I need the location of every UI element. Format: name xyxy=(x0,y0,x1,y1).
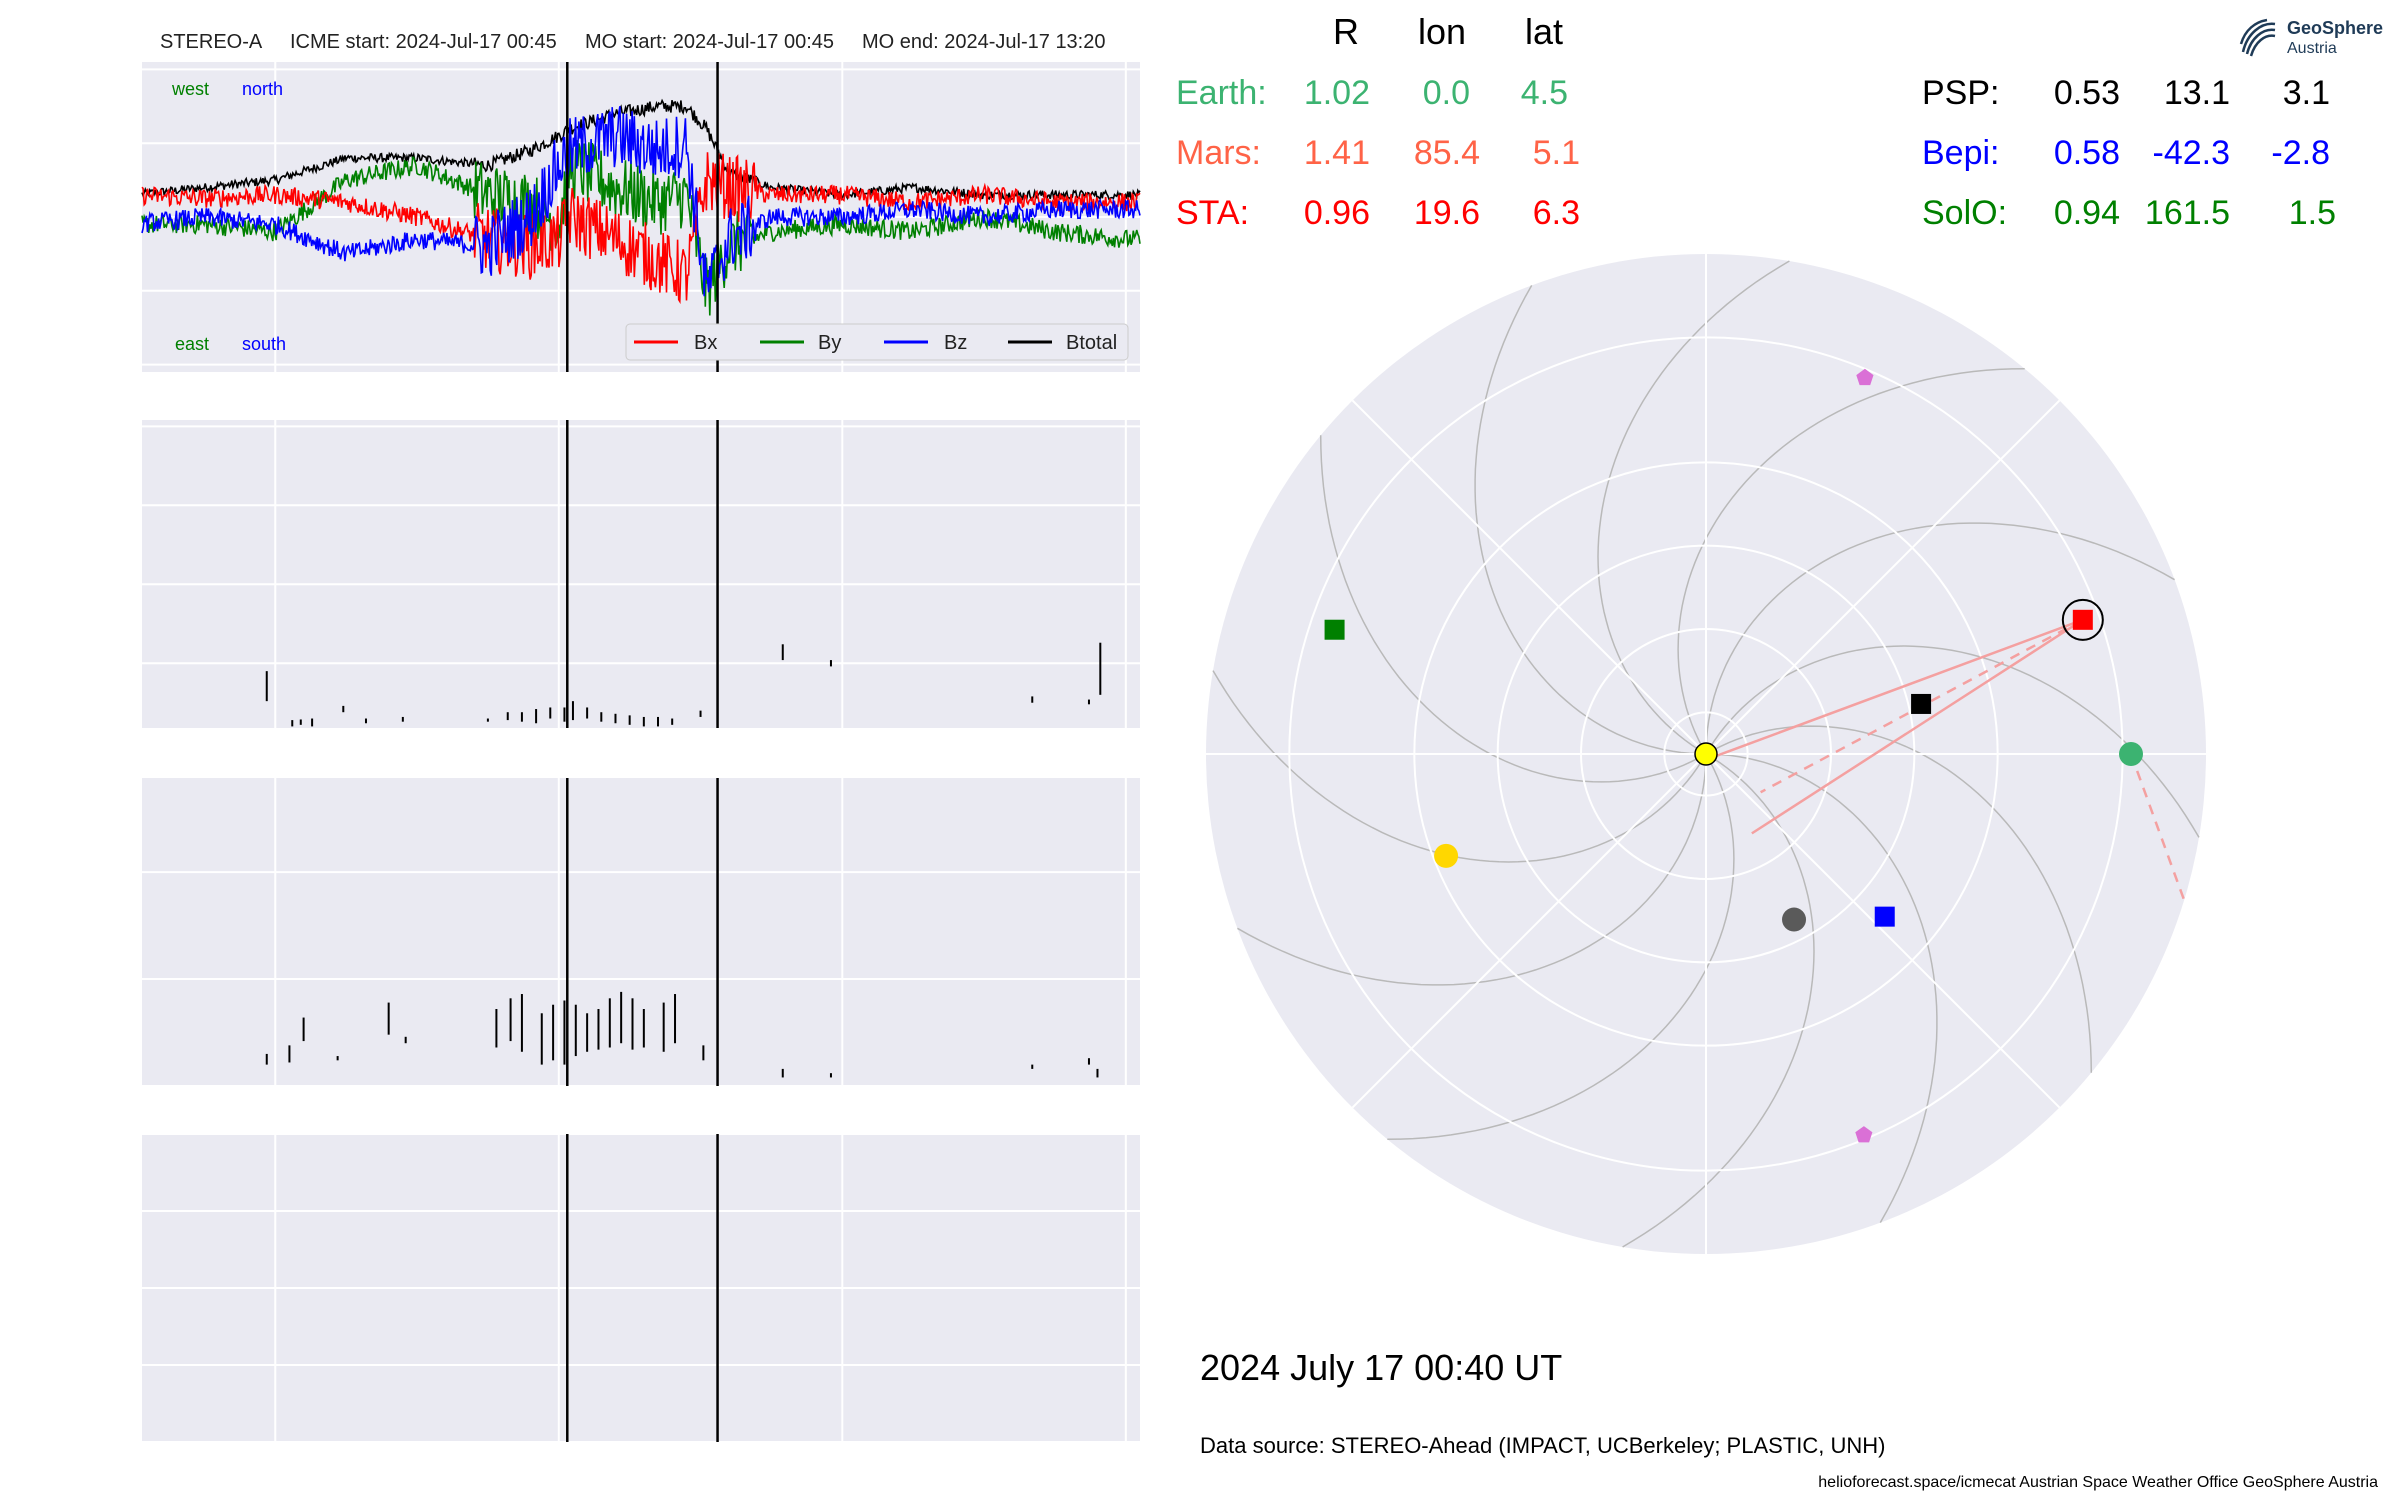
stereo-a-connection-line xyxy=(2129,753,2186,901)
stereo-a-highlight-ring xyxy=(2061,598,2104,641)
positions-mars: Mars: 1.41 85.4 5.1 xyxy=(1176,134,1580,172)
body-marker xyxy=(1434,843,1459,868)
pos-sta-r: 0.96 xyxy=(1304,194,1370,232)
pos-bepi-r: 0.58 xyxy=(2054,134,2120,172)
header-mo-start: MO start: 2024-Jul-17 00:45 xyxy=(585,31,834,53)
logo-subtitle: Austria xyxy=(2287,40,2337,57)
header-spacecraft: STEREO-A xyxy=(160,31,263,53)
b-legend: Bx By Bz Btotal xyxy=(625,323,1129,361)
stereo-a-marker xyxy=(2072,609,2093,630)
pos-solo-lon: 161.5 xyxy=(2145,194,2230,232)
polar-ring xyxy=(1496,544,1916,964)
positions-solo: SolO: 0.94 161.5 1.5 xyxy=(1922,194,2336,232)
legend-by: By xyxy=(818,332,841,354)
pos-earth-r: 1.02 xyxy=(1304,74,1370,112)
pos-solo-name: SolO: xyxy=(1922,194,2007,232)
legend-bz: Bz xyxy=(944,332,967,354)
legend-btotal: Btotal xyxy=(1066,332,1117,354)
solar-orbiter-marker xyxy=(1324,619,1345,640)
earth-marker xyxy=(2119,742,2143,766)
pos-sta-lon: 19.6 xyxy=(1414,194,1480,232)
pos-earth-lon: 0.0 xyxy=(1423,74,1470,112)
label-west: west xyxy=(171,79,209,99)
pos-earth-lat: 4.5 xyxy=(1521,74,1568,112)
positions-sta: STA: 0.96 19.6 6.3 xyxy=(1176,194,1580,232)
polar-ring xyxy=(1413,461,1999,1047)
logo-title: GeoSphere xyxy=(2287,18,2384,38)
stereo-a-connection-line xyxy=(1713,618,2084,759)
mag-field-panel xyxy=(141,62,1141,372)
pos-mars-lon: 85.4 xyxy=(1414,134,1480,172)
label-north: north xyxy=(242,79,283,99)
label-east: east xyxy=(175,334,209,354)
footer-source: Data source: STEREO-Ahead (IMPACT, UCBer… xyxy=(1200,1433,1885,1458)
body-marker xyxy=(1856,368,1874,386)
col-header-r: R xyxy=(1333,11,1359,52)
pos-bepi-lon: -42.3 xyxy=(2153,134,2231,172)
polar-orbit-plot xyxy=(1206,254,2206,1254)
footer-credits: helioforecast.space/icmecat Austrian Spa… xyxy=(1818,1474,2378,1491)
geosphere-logo: GeoSphere Austria xyxy=(2235,14,2395,64)
pos-psp-lat: 3.1 xyxy=(2283,74,2330,112)
col-header-lat: lat xyxy=(1525,11,1563,52)
legend-bx: Bx xyxy=(694,332,717,354)
label-south: south xyxy=(242,334,286,354)
series-bz xyxy=(141,106,1141,297)
density-panel xyxy=(142,778,1140,1087)
pos-bepi-name: Bepi: xyxy=(1922,134,2000,172)
header-mo-end: MO end: 2024-Jul-17 13:20 xyxy=(862,31,1106,53)
pos-bepi-lat: -2.8 xyxy=(2271,134,2330,172)
polar-ring xyxy=(1580,628,1832,880)
sun-marker xyxy=(1694,742,1718,766)
pos-psp-lon: 13.1 xyxy=(2164,74,2230,112)
pos-mars-lat: 5.1 xyxy=(1533,134,1580,172)
footer-date: 2024 July 17 00:40 UT xyxy=(1200,1347,1562,1388)
pos-mars-name: Mars: xyxy=(1176,134,1261,172)
temperature-panel xyxy=(142,1133,1140,1443)
plot-area xyxy=(142,420,1140,728)
col-header-lon: lon xyxy=(1418,11,1466,52)
positions-earth: Earth: 1.02 0.0 4.5 xyxy=(1176,74,1568,112)
pos-solo-lat: 1.5 xyxy=(2289,194,2336,232)
pos-psp-r: 0.53 xyxy=(2054,74,2120,112)
pos-sta-name: STA: xyxy=(1176,194,1249,232)
geosphere-logo-icon xyxy=(2239,18,2276,57)
body-marker xyxy=(1855,1126,1873,1143)
bepicolombo-marker xyxy=(1874,906,1895,927)
pos-mars-r: 1.41 xyxy=(1304,134,1370,172)
pos-earth-name: Earth: xyxy=(1176,74,1267,112)
parker-solar-probe-marker xyxy=(1911,693,1932,714)
pos-solo-r: 0.94 xyxy=(2054,194,2120,232)
velocity-panel xyxy=(142,420,1140,728)
stereo-a-connection-line xyxy=(1751,618,2084,835)
plot-area xyxy=(142,778,1140,1086)
pos-sta-lat: 6.3 xyxy=(1533,194,1580,232)
positions-bepi: Bepi: 0.58 -42.3 -2.8 xyxy=(1922,134,2330,172)
series-bx xyxy=(141,152,1141,305)
pos-psp-name: PSP: xyxy=(1922,74,1999,112)
body-marker xyxy=(1782,907,1807,932)
positions-psp: PSP: 0.53 13.1 3.1 xyxy=(1922,74,2330,112)
polar-ring xyxy=(1663,711,1749,797)
header-icme-start: ICME start: 2024-Jul-17 00:45 xyxy=(290,31,557,53)
series-by xyxy=(141,140,1141,316)
